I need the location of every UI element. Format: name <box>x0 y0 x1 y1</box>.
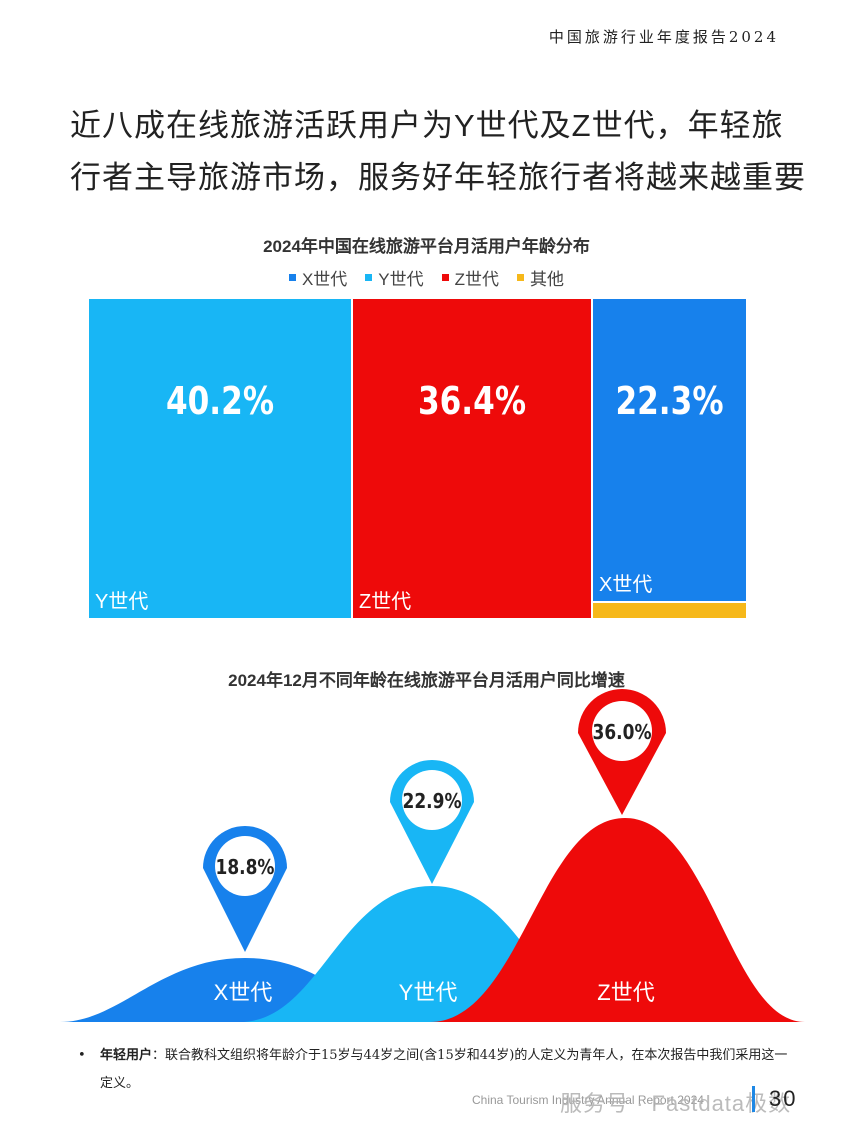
pin-z-inner <box>592 701 652 761</box>
treemap-legend: X世代 Y世代 Z世代 其他 <box>0 265 853 290</box>
treemap-chart-title: 2024年中国在线旅游平台月活用户年龄分布 <box>263 237 590 256</box>
pin-y-inner <box>402 770 462 830</box>
legend-swatch-x <box>288 274 296 281</box>
legend-swatch-other <box>517 274 525 281</box>
pin-x-label: 18.8% <box>216 857 275 880</box>
pin-y: 22.9% <box>390 760 474 884</box>
pin-x: 18.8% <box>203 826 287 952</box>
treemap-name-y: Y世代 <box>95 591 149 613</box>
treemap-value-z: 36.4% <box>417 379 527 423</box>
treemap-tile-z: 36.4% Z世代 <box>353 299 591 618</box>
watermark: 服务号 · Fastdata极数 <box>560 1091 792 1116</box>
pin-z: 36.0% <box>578 689 666 815</box>
curve-x-label: X世代 <box>214 980 273 1005</box>
legend-swatch-z <box>441 274 449 281</box>
footer-report-name: China Tourism Industry Annual Report 202… <box>472 1093 704 1107</box>
header-title: 中国旅游行业年度报告2024 <box>548 28 779 46</box>
legend-label-z: Z世代 <box>454 270 500 289</box>
curve-z-label: Z世代 <box>597 980 654 1005</box>
pin-z-label: 36.0% <box>593 722 652 745</box>
pin-y-label: 22.9% <box>403 791 462 814</box>
footnote-bullet: • <box>78 1048 86 1063</box>
treemap-tile-other <box>593 603 746 618</box>
legend-swatch-y <box>365 274 373 281</box>
footnote: • 年轻用户：联合教科文组织将年龄介于15岁与44岁之间(含15岁和44岁)的人… <box>78 1042 800 1098</box>
treemap-tile-x: 22.3% X世代 <box>593 299 746 601</box>
legend-label-x: X世代 <box>301 270 348 289</box>
legend-label-other: 其他 <box>530 270 565 289</box>
page-title: 近八成在线旅游活跃用户为Y世代及Z世代，年轻旅 行者主导旅游市场，服务好年轻旅行… <box>70 100 810 204</box>
legend-item-z: Z世代 <box>441 265 500 290</box>
treemap-value-y: 40.2% <box>165 379 275 423</box>
treemap-value-x: 22.3% <box>615 379 724 423</box>
legend-label-y: Y世代 <box>378 270 424 289</box>
footnote-text: ：联合教科文组织将年龄介于15岁与44岁之间(含15岁和44岁)的人定义为青年人… <box>100 1048 788 1091</box>
pin-x-inner <box>215 836 275 896</box>
treemap-name-x: X世代 <box>599 574 653 596</box>
treemap-tile-y: 40.2% Y世代 <box>89 299 351 618</box>
curve-y-label: Y世代 <box>399 980 458 1005</box>
page-title-line-2: 行者主导旅游市场，服务好年轻旅行者将越来越重要 <box>70 160 806 195</box>
page-title-line-1: 近八成在线旅游活跃用户为Y世代及Z世代，年轻旅 <box>70 108 784 143</box>
footnote-term: 年轻用户 <box>100 1048 153 1063</box>
legend-item-y: Y世代 <box>365 265 424 290</box>
treemap-name-z: Z世代 <box>359 591 412 613</box>
legend-item-x: X世代 <box>288 265 348 290</box>
curve-z <box>430 818 805 1022</box>
legend-item-other: 其他 <box>517 265 564 290</box>
page-number: 30 <box>752 1086 797 1112</box>
growth-chart-title: 2024年12月不同年龄在线旅游平台月活用户同比增速 <box>228 671 625 690</box>
